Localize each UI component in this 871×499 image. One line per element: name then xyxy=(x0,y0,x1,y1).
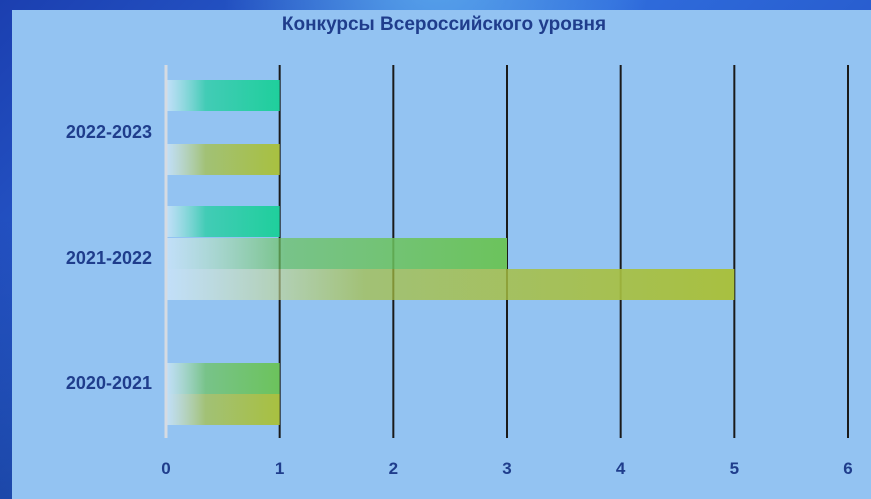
x-tick-label-6: 6 xyxy=(843,459,852,478)
x-tick-label-2: 2 xyxy=(389,459,398,478)
bar-2021-2022-4 xyxy=(166,269,735,300)
bar-chart: Конкурсы Всероссийского уровня 0 1 2 3 4 5 6 20… xyxy=(66,14,853,478)
x-tick-label-4: 4 xyxy=(616,459,626,478)
chart-panel: Конкурсы Всероссийского уровня 0 1 2 3 4 5 6 20… xyxy=(12,10,871,499)
axis-labels: 0 1 2 3 4 5 6 2022-2023 2021-2022 2020-2021 xyxy=(66,122,853,478)
x-tick-label-5: 5 xyxy=(730,459,739,478)
category-label-2022-2023: 2022-2023 xyxy=(66,122,152,142)
chart-title: Конкурсы Всероссийского уровня xyxy=(282,14,606,35)
x-tick-label-0: 0 xyxy=(161,459,170,478)
bar-2021-2022-3 xyxy=(166,238,507,269)
bar-2020-2021-5 xyxy=(166,363,280,394)
bar-2022-2023-1 xyxy=(166,144,280,175)
category-label-2021-2022: 2021-2022 xyxy=(66,248,152,268)
bar-2021-2022-2 xyxy=(166,206,280,237)
x-tick-label-1: 1 xyxy=(275,459,284,478)
bars xyxy=(166,80,735,425)
category-label-2020-2021: 2020-2021 xyxy=(66,373,152,393)
x-tick-label-3: 3 xyxy=(502,459,511,478)
bar-2022-2023-0 xyxy=(166,80,280,111)
bar-2020-2021-6 xyxy=(166,394,280,425)
